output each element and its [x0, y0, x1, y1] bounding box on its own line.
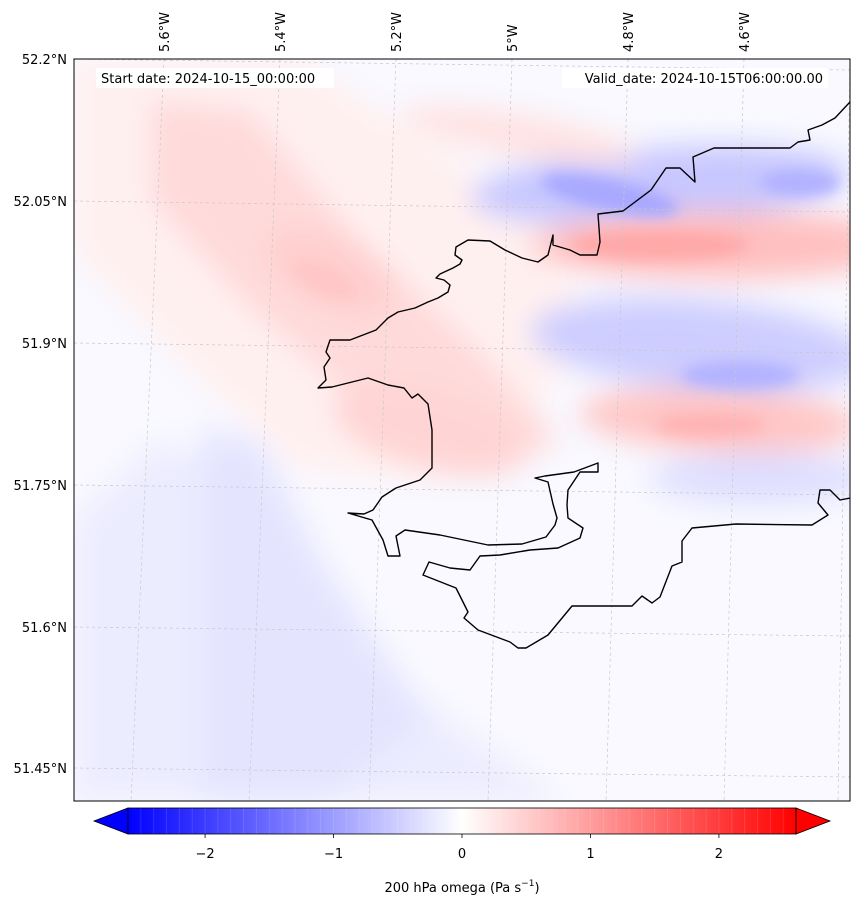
lon-tick-label: 4.8°W — [622, 12, 637, 52]
colorbar-tick-label: 1 — [586, 847, 594, 862]
colorbar-tick-label: 2 — [715, 847, 723, 862]
lon-tick-label: 4.6°W — [738, 12, 753, 52]
graticule — [74, 59, 850, 801]
field-core-warm-2 — [655, 413, 765, 437]
lon-tick-label: 5°W — [506, 24, 521, 52]
valid-date-label: Valid_date: 2024-10-15T06:00:00.00 — [585, 72, 823, 87]
valid-label-background — [562, 68, 828, 88]
colorbar-extend-min — [92, 807, 129, 835]
colorbar-tick-label: −1 — [324, 847, 343, 862]
colorbar-label: 200 hPa omega (Pa s−1) — [384, 879, 539, 896]
omega-field — [74, 59, 850, 801]
colorbar-steps — [140, 808, 784, 834]
coastline-wales — [317, 101, 850, 649]
colorbar-tick-label: 0 — [458, 847, 466, 862]
lat-tick-label: 51.45°N — [14, 762, 67, 777]
colorbar-ticks: −2 −1 0 1 2 — [195, 834, 723, 862]
coastline — [317, 101, 850, 649]
lat-tick-label: 51.75°N — [14, 479, 67, 494]
field-band-warm-lower — [332, 383, 528, 477]
field-core-cool-2 — [680, 361, 800, 389]
field-core-cool-1b — [760, 170, 840, 196]
lat-tick-label: 52.2°N — [22, 53, 67, 68]
field-core-warm-1 — [570, 230, 750, 260]
field-band-north-warm — [401, 106, 639, 164]
lon-tick-label: 5.4°W — [274, 12, 289, 52]
colorbar-body — [128, 808, 796, 834]
field-band-east-cool-1 — [470, 144, 850, 226]
lat-tick-label: 52.05°N — [14, 195, 67, 210]
map-frame — [73, 58, 851, 802]
field-band-east-cool-3 — [650, 452, 850, 504]
start-date-label: Start date: 2024-10-15_00:00:00 — [101, 72, 315, 87]
colorbar: −2 −1 0 1 2 200 hPa omega (Pa s−1) — [92, 807, 832, 896]
lat-tick-label: 51.9°N — [22, 337, 67, 352]
lat-tick-label: 51.6°N — [22, 621, 67, 636]
start-label-background — [96, 68, 334, 88]
lon-tick-label: 5.6°W — [158, 12, 173, 52]
colorbar-tick-label: −2 — [195, 847, 214, 862]
lon-tick-label: 5.2°W — [390, 12, 405, 52]
field-core-nw-warm — [292, 260, 358, 300]
field-core-cool-1 — [541, 173, 679, 217]
colorbar-extend-max — [795, 807, 832, 835]
